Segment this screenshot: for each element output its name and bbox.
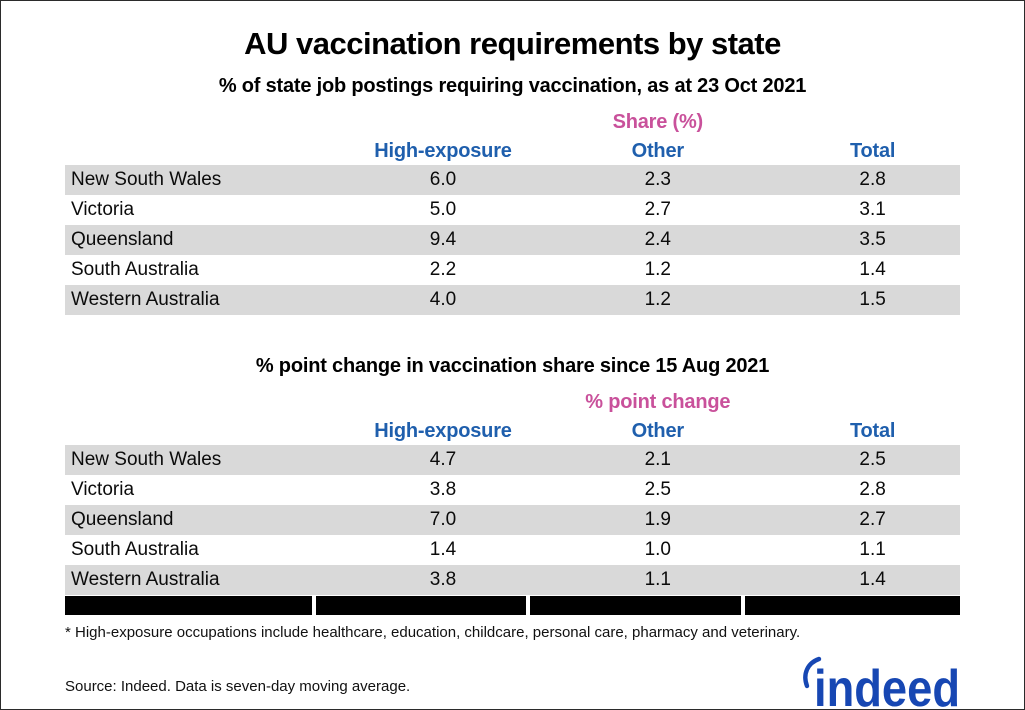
value-high-exposure: 6.0 — [429, 169, 457, 190]
table-row-vic: Victoria 3.8 2.5 2.8 — [65, 475, 960, 505]
value-high-exposure: 3.8 — [429, 479, 457, 500]
value-other: 1.2 — [644, 259, 671, 280]
figure-subtitle: % of state job postings requiring vaccin… — [218, 75, 807, 97]
change-column-header-row: High-exposure Other Total — [65, 417, 960, 445]
state-label: South Australia — [71, 259, 199, 280]
share-column-header-row: High-exposure Other Total — [65, 137, 960, 165]
state-label: South Australia — [71, 539, 199, 560]
bottom-rule-segment — [315, 596, 531, 615]
table-row-qld: Queensland 7.0 1.9 2.7 — [65, 505, 960, 535]
change-table: % point change High-exposure Other Total… — [65, 387, 960, 595]
value-high-exposure: 9.4 — [429, 229, 457, 250]
bottom-rule-segment — [745, 596, 960, 615]
share-group-header-row: Share (%) — [65, 107, 960, 137]
footnote: * High-exposure occupations include heal… — [65, 624, 801, 641]
value-other: 1.0 — [644, 539, 671, 560]
column-header-other: Other — [631, 139, 685, 162]
value-high-exposure: 2.2 — [429, 259, 457, 280]
state-label: Victoria — [71, 199, 135, 220]
value-other: 2.7 — [644, 199, 671, 220]
state-label: Queensland — [71, 229, 174, 250]
value-other: 1.9 — [644, 509, 671, 530]
column-header-high-exposure: High-exposure — [374, 139, 512, 162]
column-header-total: Total — [849, 419, 896, 442]
value-other: 2.5 — [644, 479, 671, 500]
value-other: 2.3 — [644, 169, 671, 190]
table-row-sa: South Australia 1.4 1.0 1.1 — [65, 535, 960, 565]
value-other: 1.2 — [644, 289, 671, 310]
change-group-header-row: % point change — [65, 387, 960, 417]
value-high-exposure: 4.7 — [429, 449, 457, 470]
table-row-qld: Queensland 9.4 2.4 3.5 — [65, 225, 960, 255]
value-high-exposure: 4.0 — [429, 289, 457, 310]
source-note: Source: Indeed. Data is seven-day moving… — [65, 677, 411, 695]
table-row-nsw: New South Wales 6.0 2.3 2.8 — [65, 165, 960, 195]
bottom-rule-segment — [530, 596, 746, 615]
value-total: 1.4 — [859, 259, 886, 280]
value-total: 1.4 — [859, 569, 886, 590]
logo-swoosh-icon — [803, 656, 822, 689]
table-row-sa: South Australia 2.2 1.2 1.4 — [65, 255, 960, 285]
value-other: 2.1 — [644, 449, 671, 470]
value-other: 1.1 — [644, 569, 671, 590]
value-total: 2.7 — [859, 509, 886, 530]
table-row-vic: Victoria 5.0 2.7 3.1 — [65, 195, 960, 225]
value-high-exposure: 1.4 — [429, 539, 457, 560]
value-total: 3.1 — [859, 199, 886, 220]
column-header-other: Other — [631, 419, 685, 442]
bottom-rule-segment — [65, 596, 316, 615]
footer-row: Source: Indeed. Data is seven-day moving… — [65, 655, 966, 710]
value-high-exposure: 7.0 — [429, 509, 457, 530]
table-row-nsw: New South Wales 4.7 2.1 2.5 — [65, 445, 960, 475]
table-row-wa: Western Australia 4.0 1.2 1.5 — [65, 285, 960, 315]
value-total: 2.8 — [859, 479, 886, 500]
column-header-total: Total — [849, 139, 896, 162]
change-section-title: % point change in vaccination share sinc… — [255, 355, 770, 377]
value-total: 1.5 — [859, 289, 886, 310]
state-label: Western Australia — [71, 569, 220, 590]
state-label: New South Wales — [71, 449, 222, 470]
column-header-high-exposure: High-exposure — [374, 419, 512, 442]
value-total: 3.5 — [859, 229, 886, 250]
state-label: Victoria — [71, 479, 135, 500]
state-label: Queensland — [71, 509, 174, 530]
value-total: 2.5 — [859, 449, 886, 470]
indeed-logo: indeed — [803, 656, 960, 710]
state-label: New South Wales — [71, 169, 222, 190]
logo-wordmark: indeed — [814, 660, 960, 710]
value-total: 2.8 — [859, 169, 886, 190]
value-other: 2.4 — [644, 229, 671, 250]
value-high-exposure: 5.0 — [429, 199, 457, 220]
state-label: Western Australia — [71, 289, 220, 310]
table-bottom-rule — [65, 596, 960, 615]
change-group-header: % point change — [585, 390, 731, 413]
value-high-exposure: 3.8 — [429, 569, 457, 590]
table-row-wa: Western Australia 3.8 1.1 1.4 — [65, 565, 960, 595]
figure-title: AU vaccination requirements by state — [244, 26, 781, 61]
share-group-header: Share (%) — [612, 110, 704, 133]
value-total: 1.1 — [859, 539, 886, 560]
share-table: Share (%) High-exposure Other Total New … — [65, 107, 960, 315]
